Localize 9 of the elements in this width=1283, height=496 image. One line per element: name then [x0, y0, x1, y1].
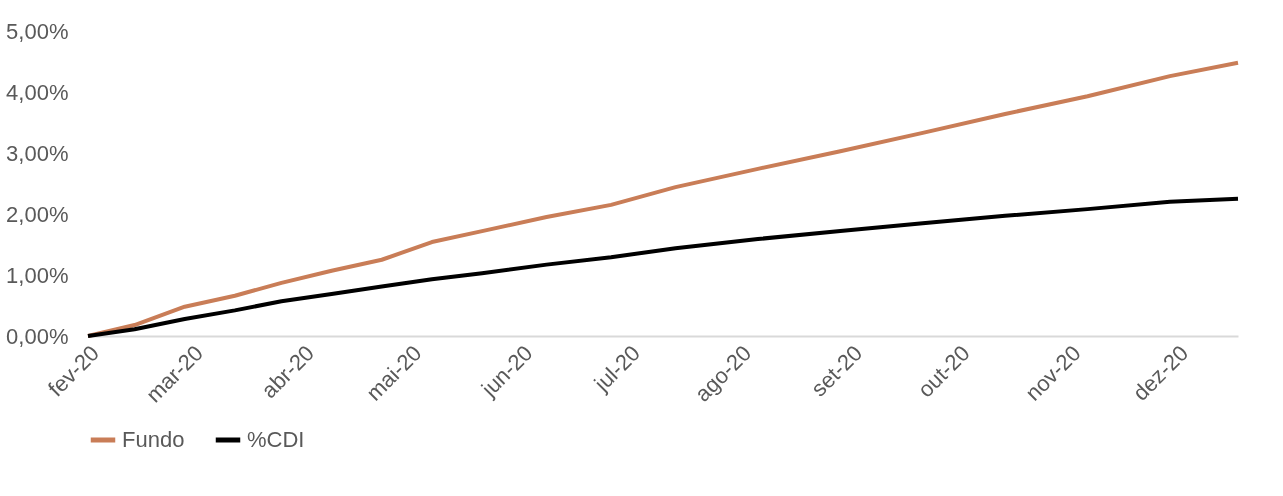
line-series — [86, 196, 1240, 338]
y-tick-label: 5,00% — [6, 18, 69, 44]
legend-label: %CDI — [247, 427, 305, 452]
y-tick-label: 1,00% — [6, 262, 69, 288]
y-tick-label: 0,00% — [6, 323, 69, 349]
y-tick-label: 2,00% — [6, 201, 69, 227]
y-tick-label: 4,00% — [6, 79, 69, 105]
legend-label: Fundo — [122, 427, 185, 452]
y-tick-label: 3,00% — [6, 140, 69, 166]
